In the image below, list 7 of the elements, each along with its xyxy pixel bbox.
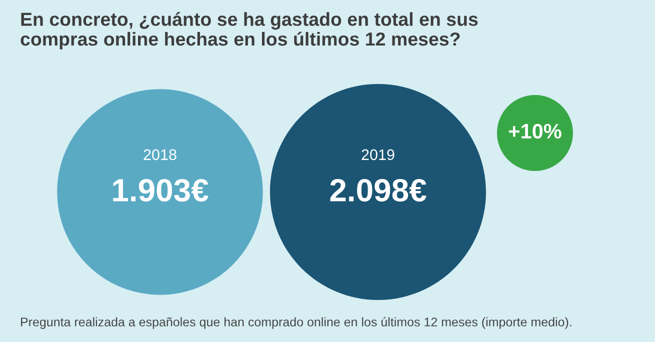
text: +10% [508, 124, 562, 139]
data-label: 2.098€ [330, 178, 426, 202]
data-label: 1.903€ [113, 178, 208, 202]
category-label: 2018 [144, 149, 176, 160]
category-label: 2019 [362, 149, 394, 160]
text: Pregunta realizada a españoles que han comprado online en los últimos 12 meses (importe medio). [21, 317, 572, 329]
text: En concreto, ¿cuánto se ha gastado en total en sus compras online hechas en los últimos 12 meses? [20, 12, 478, 50]
